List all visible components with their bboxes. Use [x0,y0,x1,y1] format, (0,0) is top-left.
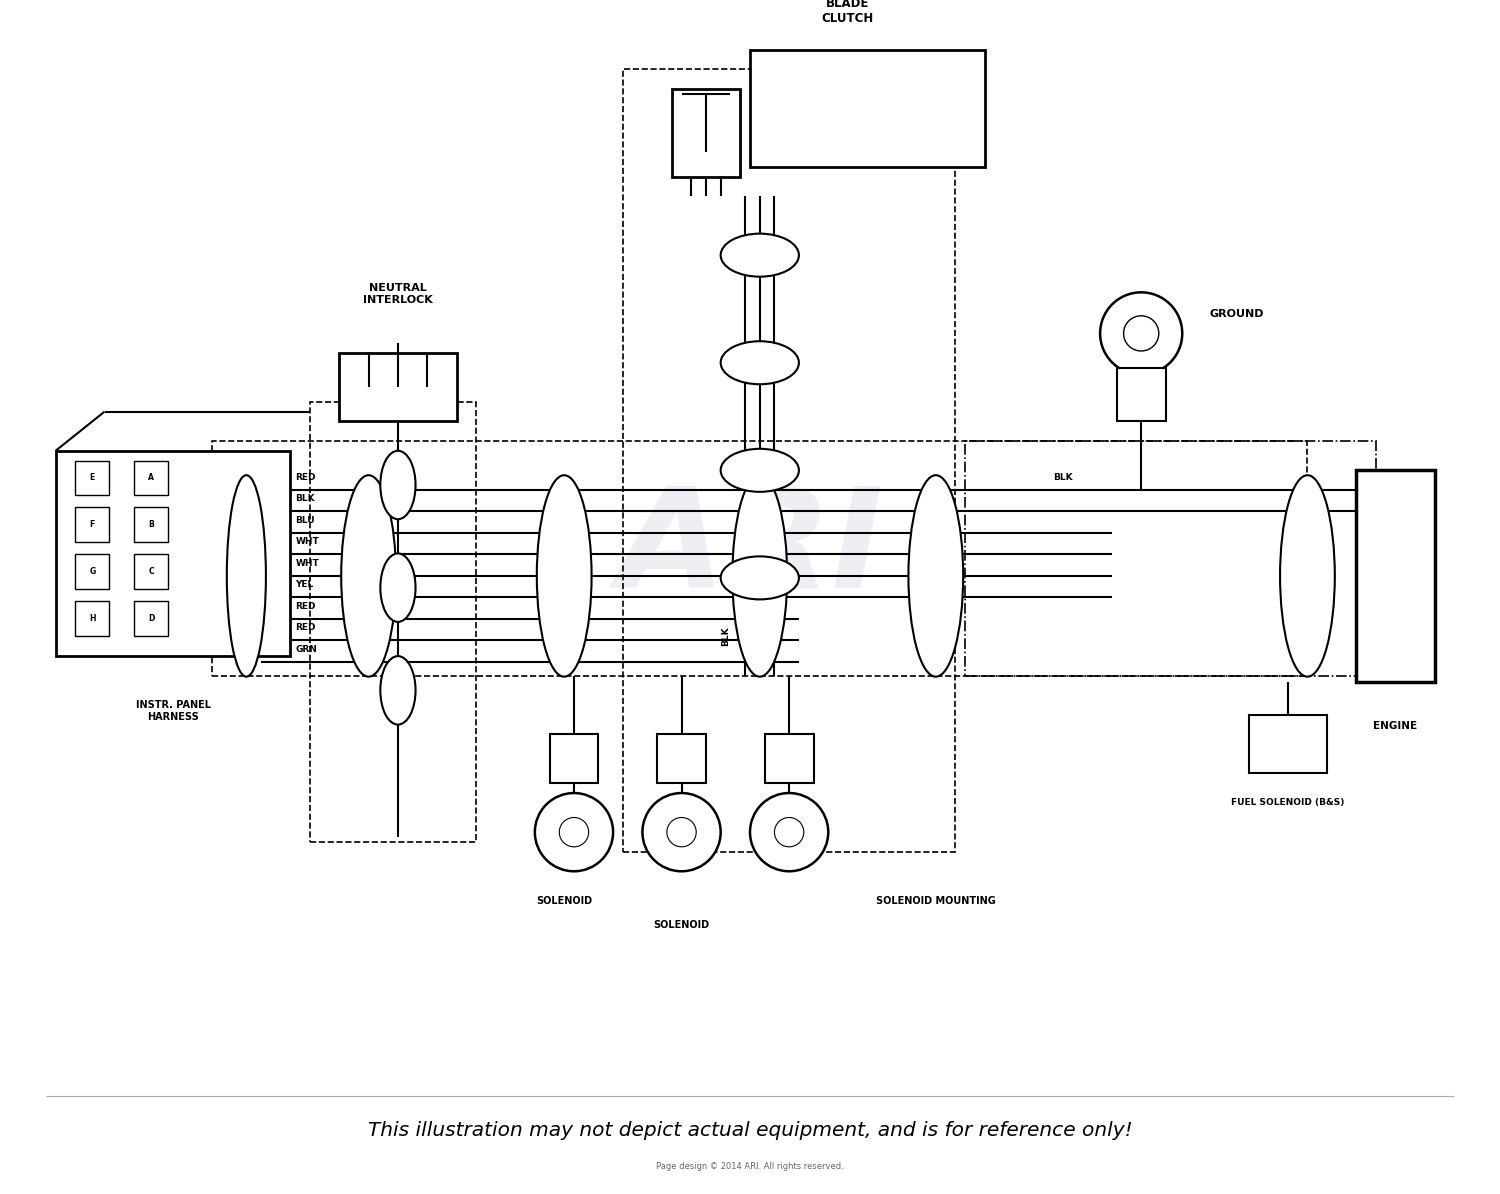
Bar [622,69,956,851]
Bar [339,353,456,421]
Circle shape [750,793,828,872]
Text: BLK: BLK [722,627,730,646]
Text: C: C [148,567,154,576]
Text: G: G [88,567,96,576]
Text: This illustration may not depict actual equipment, and is for reference only!: This illustration may not depict actual … [368,1121,1132,1140]
Bar [75,461,109,494]
Text: A: A [148,473,154,482]
Text: BLK: BLK [296,494,315,503]
Text: WHT: WHT [296,559,320,567]
Text: GROUND: GROUND [1209,309,1264,319]
Bar [964,441,1376,676]
Circle shape [1100,293,1182,375]
Bar [310,402,476,842]
Text: FUEL SOLENOID (B&S): FUEL SOLENOID (B&S) [1232,799,1344,807]
Ellipse shape [720,341,800,384]
Text: RED: RED [296,602,316,611]
Ellipse shape [909,475,963,677]
Bar [211,441,1308,676]
Text: F: F [90,521,94,529]
Ellipse shape [226,475,266,677]
Text: SOLENOID MOUNTING: SOLENOID MOUNTING [876,896,996,905]
Bar [750,50,984,167]
Ellipse shape [732,475,788,677]
Text: GRN: GRN [296,645,316,654]
Text: H: H [88,614,96,623]
Circle shape [774,818,804,847]
Ellipse shape [720,234,800,277]
Text: D: D [148,614,154,623]
Circle shape [642,793,720,872]
Bar [75,554,109,589]
Bar [134,602,168,635]
Text: SOLENOID: SOLENOID [654,921,710,930]
Ellipse shape [340,475,396,677]
Bar [549,734,598,783]
Bar [1356,470,1434,682]
Text: Page design © 2014 ARI. All rights reserved.: Page design © 2014 ARI. All rights reser… [656,1162,844,1171]
Ellipse shape [1280,475,1335,677]
Circle shape [668,818,696,847]
Circle shape [560,818,588,847]
Text: NEUTRAL
INTERLOCK: NEUTRAL INTERLOCK [363,283,434,306]
Ellipse shape [537,475,591,677]
Text: BLK: BLK [1053,473,1072,481]
Text: YEL: YEL [296,580,314,589]
Ellipse shape [381,451,416,519]
Bar [1116,368,1166,421]
Bar [672,88,740,177]
Text: B: B [148,521,154,529]
Text: RED: RED [296,473,316,481]
Text: RED: RED [296,623,316,633]
Ellipse shape [720,449,800,492]
Circle shape [1124,315,1160,351]
Text: SOLENOID: SOLENOID [536,896,592,905]
Bar [134,507,168,542]
Circle shape [536,793,614,872]
Bar [134,554,168,589]
Text: WHT: WHT [296,537,320,546]
Bar [56,451,291,657]
Text: ENGINE: ENGINE [1374,720,1417,731]
Bar [765,734,813,783]
Bar [134,461,168,494]
Bar [75,602,109,635]
Text: ARI: ARI [616,481,884,616]
Bar [1250,715,1328,774]
Text: INSTR. PANEL
HARNESS: INSTR. PANEL HARNESS [135,700,210,721]
Ellipse shape [381,657,416,725]
Bar [75,507,109,542]
Text: BLADE
CLUTCH: BLADE CLUTCH [822,0,874,25]
Ellipse shape [720,556,800,599]
Text: BLU: BLU [296,516,315,524]
Text: E: E [90,473,94,482]
Ellipse shape [381,554,416,622]
Bar [657,734,706,783]
